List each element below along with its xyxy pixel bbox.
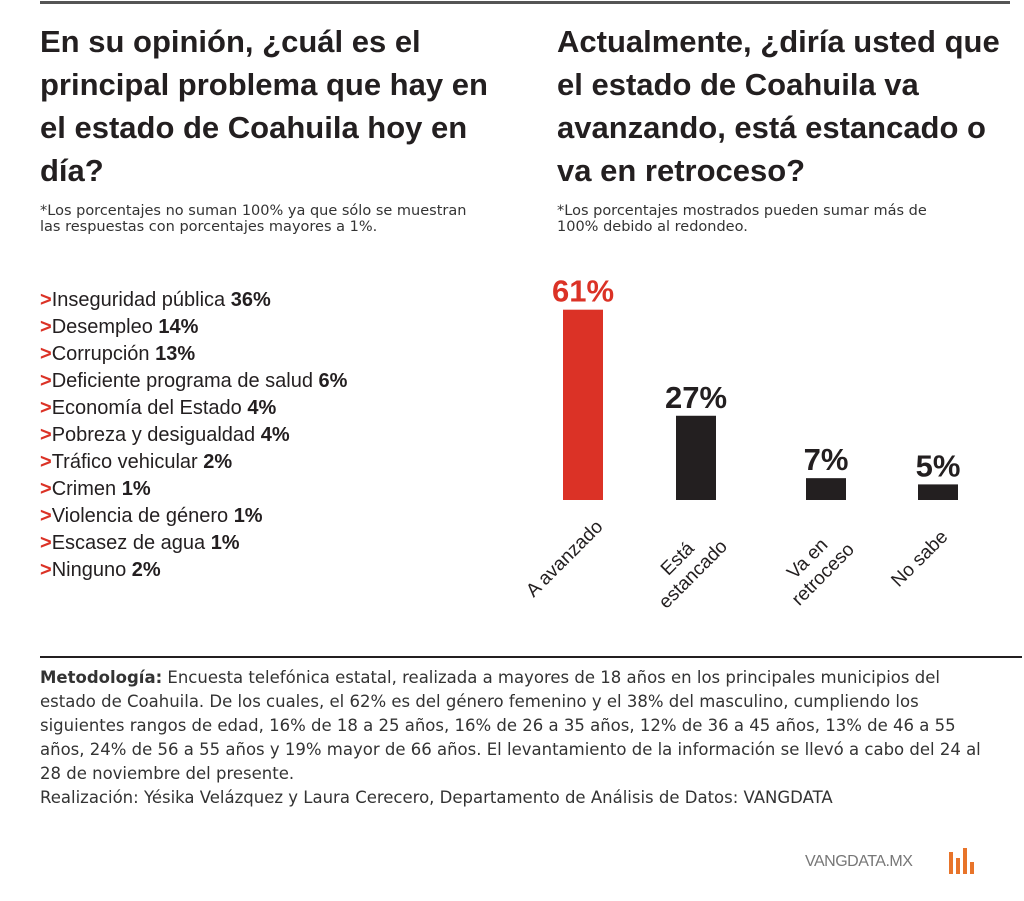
value-label: 5% [916, 448, 961, 483]
top-rule [40, 1, 1010, 4]
marker: > [40, 505, 52, 527]
list-item: >Desempleo 14% [40, 314, 347, 341]
methodology-text: Encuesta telefónica estatal, realizada a… [40, 668, 981, 783]
item-label: Deficiente programa de salud [51, 370, 313, 392]
list-item: >Escasez de agua 1% [40, 530, 347, 557]
item-value: 6% [318, 370, 348, 392]
marker: > [40, 289, 52, 311]
bar [918, 484, 958, 500]
item-value: 4% [260, 424, 290, 446]
item-value: 4% [247, 397, 277, 419]
list-item: >Economía del Estado 4% [40, 395, 347, 422]
credits: Realización: Yésika Velázquez y Laura Ce… [40, 788, 833, 807]
problem-list: >Inseguridad pública 36% >Desempleo 14% >C… [40, 287, 347, 584]
item-value: 2% [203, 451, 233, 473]
item-value: 1% [121, 478, 151, 500]
item-value: 1% [210, 532, 240, 554]
item-value: 2% [131, 559, 161, 581]
list-item: >Tráfico vehicular 2% [40, 449, 347, 476]
item-label: Corrupción [51, 343, 150, 365]
list-item: >Deficiente programa de salud 6% [40, 368, 347, 395]
marker: > [40, 343, 52, 365]
list-item: >Crimen 1% [40, 476, 347, 503]
bar [806, 478, 846, 500]
x-tick-label: Está estancado [654, 536, 732, 614]
item-label: Tráfico vehicular [51, 451, 198, 473]
list-item: >Corrupción 13% [40, 341, 347, 368]
left-note: *Los porcentajes no suman 100% ya que só… [40, 203, 467, 235]
marker: > [40, 316, 52, 338]
marker: > [40, 451, 52, 473]
marker: > [40, 559, 52, 581]
bar [563, 309, 603, 500]
bar [676, 415, 716, 500]
item-label: Ninguno [51, 559, 127, 581]
item-value: 14% [158, 316, 199, 338]
chart: 61% 27% 7% 5% [552, 274, 961, 500]
item-label: Pobreza y desigualdad [51, 424, 256, 446]
marker: > [40, 397, 52, 419]
list-item: >Violencia de género 1% [40, 503, 347, 530]
brand: VANGDATA.MX [805, 853, 913, 870]
logo [949, 848, 974, 874]
item-label: Economía del Estado [51, 397, 242, 419]
separator [40, 656, 1022, 658]
x-tick-label: A avanzado [522, 516, 608, 602]
item-value: 36% [230, 289, 271, 311]
marker: > [40, 424, 52, 446]
item-label: Violencia de género [51, 505, 229, 527]
chart-subtitle: *Los porcentajes mostrados pueden sumar … [557, 203, 927, 235]
methodology-label: Metodología: [40, 668, 163, 687]
value-label: 61% [552, 274, 614, 309]
marker: > [40, 478, 52, 500]
item-value: 1% [233, 505, 263, 527]
x-tick-label: Va en retroceso [783, 534, 859, 611]
item-label: Crimen [51, 478, 117, 500]
item-label: Desempleo [51, 316, 153, 338]
chart-title: Actualmente, ¿diría usted que el estado … [557, 24, 1000, 188]
x-tick-label: No sabe [887, 526, 953, 592]
list-item: >Ninguno 2% [40, 557, 347, 584]
item-label: Escasez de agua [51, 532, 206, 554]
left-title: En su opinión, ¿cuál es el principal pro… [40, 24, 488, 188]
item-label: Inseguridad pública [51, 289, 226, 311]
value-label: 7% [804, 442, 849, 477]
item-value: 13% [155, 343, 196, 365]
methodology: Metodología: Encuesta telefónica estatal… [40, 666, 1000, 810]
marker: > [40, 370, 52, 392]
list-item: >Pobreza y desigualdad 4% [40, 422, 347, 449]
marker: > [40, 532, 52, 554]
list-item: >Inseguridad pública 36% [40, 287, 347, 314]
value-label: 27% [665, 380, 727, 415]
